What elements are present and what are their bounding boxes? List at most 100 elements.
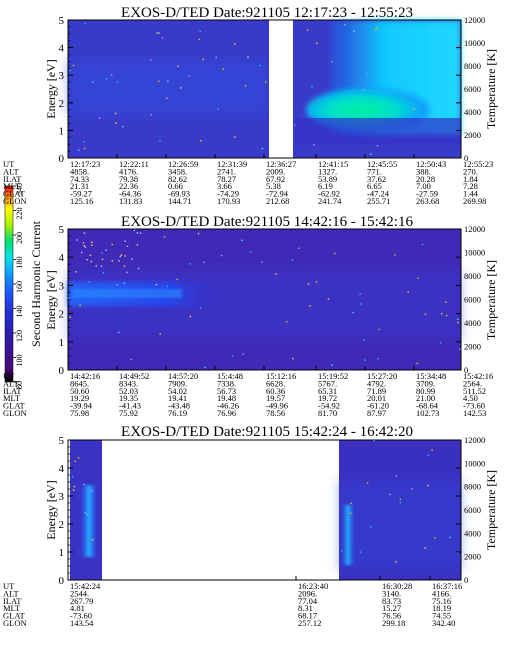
- orbit-row-label: UT: [3, 159, 15, 169]
- noise-speck: [362, 88, 365, 91]
- noise-speck: [91, 539, 94, 541]
- orbit-cell: 1.44: [463, 189, 479, 199]
- orbit-cell: 19.41: [168, 393, 187, 403]
- noise-speck: [399, 502, 401, 504]
- noise-speck: [91, 490, 93, 492]
- panel-3-y2label: Temperature [K]: [484, 470, 498, 550]
- noise-speck: [180, 87, 182, 89]
- orbit-cell: 15:4:48: [217, 371, 243, 381]
- orbit-cell: 16:30:28: [382, 581, 412, 591]
- orbit-cell: -69.93: [168, 189, 190, 199]
- orbit-cell: 81.70: [318, 408, 337, 418]
- orbit-cell: -73.60: [463, 401, 485, 411]
- y2tick-label: 12000: [464, 15, 485, 25]
- noise-speck: [331, 60, 334, 63]
- panel-3-ylabel: Energy [eV]: [44, 480, 58, 539]
- orbit-cell: 14:42:16: [70, 371, 100, 381]
- noise-speck: [424, 547, 426, 549]
- noise-speck: [137, 267, 140, 270]
- orbit-cell: 342.40: [432, 618, 455, 628]
- orbit-cell: 5.38: [266, 181, 281, 191]
- noise-speck: [307, 283, 310, 285]
- y2tick-label: 12000: [464, 224, 485, 234]
- noise-speck: [84, 246, 87, 248]
- orbit-row-label: GLON: [3, 196, 27, 206]
- orbit-row-label: GLAT: [3, 401, 26, 411]
- orbit-cell: 75.92: [119, 408, 138, 418]
- noise-speck: [101, 252, 103, 254]
- panel-1: EXOS-D/TED Date:921105 12:17:23 - 12:55:…: [44, 5, 498, 159]
- noise-speck: [376, 145, 379, 147]
- orbit-cell: 388.: [416, 166, 431, 176]
- orbit-cell: 241.74: [318, 196, 342, 206]
- noise-speck: [167, 80, 169, 82]
- noise-speck: [359, 551, 362, 553]
- noise-speck: [105, 249, 107, 251]
- orbit-cell: 125.16: [70, 196, 93, 206]
- y2tick-label: 0: [464, 153, 468, 163]
- noise-speck: [294, 124, 296, 126]
- orbit-cell: 269.98: [463, 196, 486, 206]
- speckles: [68, 22, 461, 563]
- noise-speck: [261, 261, 263, 263]
- noise-speck: [156, 32, 158, 34]
- noise-speck: [123, 282, 125, 284]
- orbit-cell: 78.56: [266, 408, 285, 418]
- orbit-cell: 37.62: [367, 174, 386, 184]
- panel-2-energy-band-core: [72, 289, 182, 298]
- y2tick-label: 2000: [464, 552, 481, 562]
- orbit-cell: -41.43: [119, 401, 141, 411]
- orbit-cell: -59.27: [70, 189, 92, 199]
- ytick-label: 3: [59, 70, 65, 82]
- orbit-cell: 75.98: [70, 408, 89, 418]
- noise-speck: [95, 265, 97, 267]
- noise-speck: [74, 460, 76, 462]
- orbit-cell: 15.27: [382, 603, 401, 613]
- orbit-cell: 80.99: [416, 386, 435, 396]
- noise-speck: [77, 457, 80, 459]
- orbit-row-label: ALT: [3, 166, 20, 176]
- noise-speck: [370, 153, 372, 155]
- orbit-cell: 263.68: [416, 196, 439, 206]
- noise-speck: [126, 245, 129, 247]
- orbit-cell: 19.35: [119, 393, 138, 403]
- noise-speck: [353, 30, 355, 32]
- noise-speck: [88, 281, 90, 283]
- noise-speck: [370, 526, 372, 528]
- orbit-cell: 76.96: [217, 408, 236, 418]
- noise-speck: [242, 353, 244, 355]
- noise-speck: [116, 284, 119, 286]
- panel-2-ylabel: Energy [eV]: [44, 270, 58, 329]
- orbit-cell: 82.62: [168, 174, 187, 184]
- orbit-row-label: ALT: [3, 588, 20, 598]
- orbit-cell: 15:19:52: [318, 371, 348, 381]
- colorbar-tick-label: 180: [15, 257, 24, 269]
- noise-speck: [399, 498, 401, 501]
- ytick-label: 1: [59, 337, 65, 349]
- noise-speck: [427, 454, 430, 456]
- panel-1-spectrogram: [67, 19, 462, 159]
- noise-speck: [75, 271, 77, 273]
- noise-speck: [397, 31, 400, 34]
- noise-speck: [352, 311, 354, 314]
- orbit-cell: 20.01: [367, 393, 386, 403]
- noise-speck: [83, 483, 85, 486]
- y2tick-label: 0: [464, 365, 468, 375]
- orbit-cell: 19.48: [217, 393, 236, 403]
- noise-speck: [459, 348, 461, 350]
- noise-speck: [111, 74, 113, 76]
- orbit-cell: 78.27: [217, 174, 236, 184]
- noise-speck: [136, 232, 139, 234]
- noise-speck: [327, 298, 330, 300]
- orbit-cell: 12:31:39: [217, 159, 247, 169]
- noise-speck: [344, 24, 346, 26]
- colorbar-tick-label: 100: [15, 355, 24, 367]
- ytick-label: 2: [59, 309, 65, 321]
- noise-speck: [298, 247, 300, 249]
- noise-speck: [197, 232, 200, 235]
- orbit-cell: 14:57:20: [168, 371, 198, 381]
- panel-3: EXOS-D/TED Date:921105 15:42:24 - 16:42:…: [44, 424, 498, 581]
- y2tick-label: 4000: [464, 107, 481, 117]
- noise-speck: [199, 307, 202, 309]
- orbit-cell: 8.31: [298, 603, 313, 613]
